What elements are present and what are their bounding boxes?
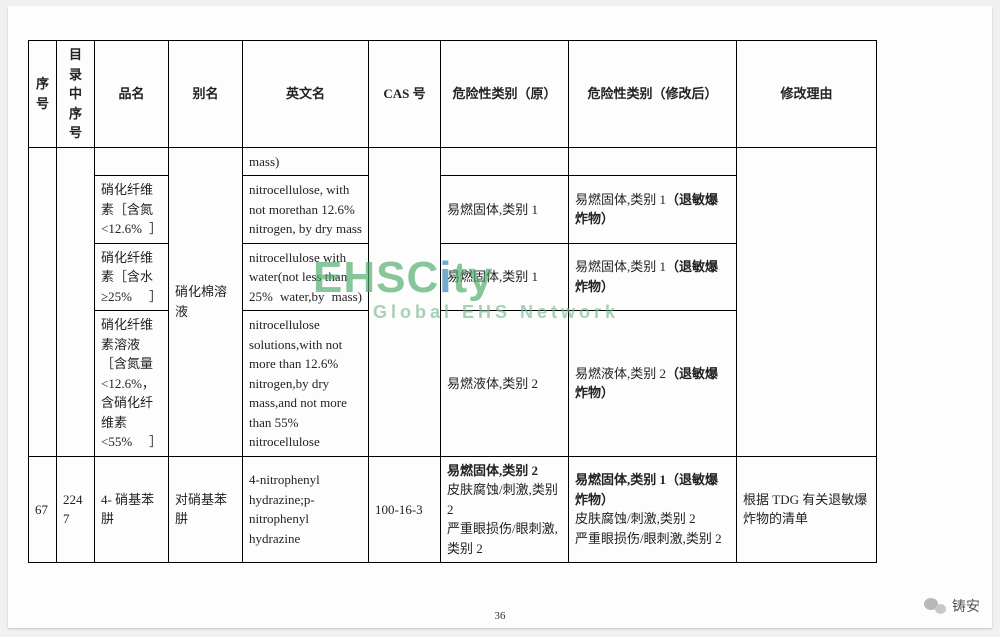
cell-en: 4-nitrophenyl hydrazine;p-nitrophenyl hy… <box>243 456 369 563</box>
col-header-orig: 危险性类别（原） <box>441 41 569 148</box>
cell-alias: 对硝基苯肼 <box>169 456 243 563</box>
col-header-cas: CAS 号 <box>369 41 441 148</box>
cell-mod: 易燃固体,类别 1（退敏爆炸物） 皮肤腐蚀/刺激,类别 2严重眼损伤/眼刺激,类… <box>569 456 737 563</box>
mod-text: 易燃液体,类别 2（退敏爆炸物） <box>575 366 718 401</box>
document-page: 序号 目录中序号 品名 别名 英文名 CAS 号 危险性类别（原） 危险性类别（… <box>8 6 992 628</box>
col-header-reason: 修改理由 <box>737 41 877 148</box>
cell-orig-empty <box>441 147 569 176</box>
table-row: 硝化棉溶液 mass) <box>29 147 877 176</box>
cell-mod: 易燃固体,类别 1（退敏爆炸物） <box>569 176 737 244</box>
cell-cas-empty <box>369 147 441 456</box>
alias-text: 硝化棉溶液 <box>175 284 227 319</box>
footer-logo: 铸安 <box>924 596 980 616</box>
cell-en: nitrocellulose, with not morethan 12.6% … <box>243 176 369 244</box>
wechat-icon <box>924 596 946 616</box>
orig-rest: 皮肤腐蚀/刺激,类别 2严重眼损伤/眼刺激,类别 2 <box>447 482 558 556</box>
orig-bold: 易燃固体,类别 2 <box>447 463 538 478</box>
cell-dirseq-empty <box>57 147 95 456</box>
cell-en: nitrocellulose with water(not less than … <box>243 243 369 311</box>
cell-name: 硝化纤维素溶液［含氮量<12.6%，含硝化纤维素<55%］ <box>95 311 169 457</box>
page-number: 36 <box>8 610 992 622</box>
mod-bold: 易燃固体,类别 1（退敏爆炸物） <box>575 472 718 507</box>
cell-seq: 67 <box>29 456 57 563</box>
cell-name: 硝化纤维素［含水≥25%］ <box>95 243 169 311</box>
col-header-name: 品名 <box>95 41 169 148</box>
col-header-en: 英文名 <box>243 41 369 148</box>
mod-rest: 皮肤腐蚀/刺激,类别 2严重眼损伤/眼刺激,类别 2 <box>575 511 722 546</box>
table-header-row: 序号 目录中序号 品名 别名 英文名 CAS 号 危险性类别（原） 危险性类别（… <box>29 41 877 148</box>
cell-seq-empty <box>29 147 57 456</box>
cell-orig: 易燃液体,类别 2 <box>441 311 569 457</box>
cell-name: 硝化纤维素［含氮<12.6%］ <box>95 176 169 244</box>
footer-logo-text: 铸安 <box>952 596 980 616</box>
cell-dirseq: 2247 <box>57 456 95 563</box>
cell-en: nitrocellulose solutions,with not more t… <box>243 311 369 457</box>
cell-orig: 易燃固体,类别 1 <box>441 176 569 244</box>
col-header-mod: 危险性类别（修改后） <box>569 41 737 148</box>
cell-orig: 易燃固体,类别 1 <box>441 243 569 311</box>
col-header-seq: 序号 <box>29 41 57 148</box>
cell-en: mass) <box>243 147 369 176</box>
col-header-dirseq: 目录中序号 <box>57 41 95 148</box>
cell-cas: 100-16-3 <box>369 456 441 563</box>
cell-name-empty <box>95 147 169 176</box>
hazard-table: 序号 目录中序号 品名 别名 英文名 CAS 号 危险性类别（原） 危险性类别（… <box>28 40 877 563</box>
cell-mod-empty <box>569 147 737 176</box>
col-header-alias: 别名 <box>169 41 243 148</box>
cell-mod: 易燃固体,类别 1（退敏爆炸物） <box>569 243 737 311</box>
cell-alias: 硝化棉溶液 <box>169 147 243 456</box>
cell-mod: 易燃液体,类别 2（退敏爆炸物） <box>569 311 737 457</box>
cell-reason: 根据 TDG 有关退敏爆炸物的清单 <box>737 456 877 563</box>
cell-orig: 易燃固体,类别 2 皮肤腐蚀/刺激,类别 2严重眼损伤/眼刺激,类别 2 <box>441 456 569 563</box>
table-row: 67 2247 4- 硝基苯肼 对硝基苯肼 4-nitrophenyl hydr… <box>29 456 877 563</box>
cell-name: 4- 硝基苯肼 <box>95 456 169 563</box>
mod-text: 易燃固体,类别 1（退敏爆炸物） <box>575 192 718 227</box>
cell-reason-empty <box>737 147 877 456</box>
mod-text: 易燃固体,类别 1（退敏爆炸物） <box>575 259 718 294</box>
